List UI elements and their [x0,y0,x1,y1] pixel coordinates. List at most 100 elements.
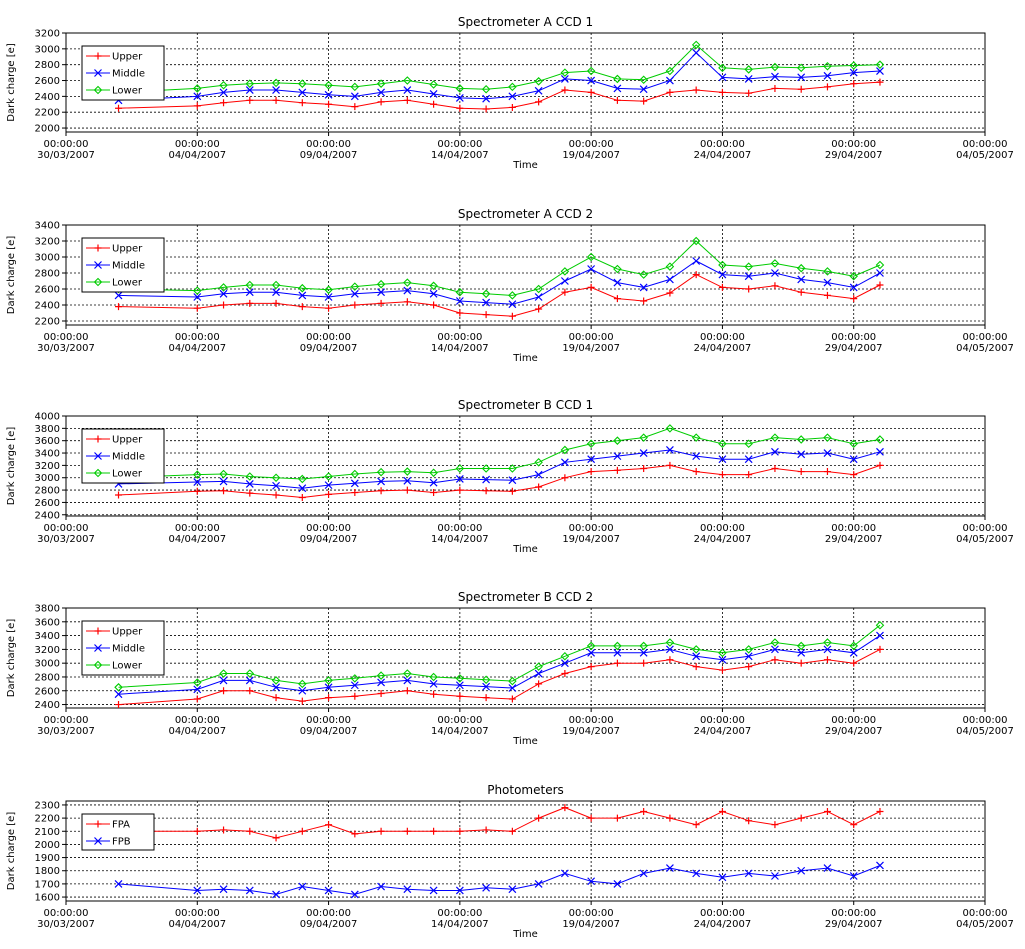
data-point-lower [298,474,307,484]
data-point-upper [876,281,884,289]
x-axis-label: Time [512,353,537,364]
y-tick-label: 3600 [35,617,60,628]
data-point-lower [849,61,858,70]
series-line-middle [118,449,881,489]
data-point-fpa [325,821,333,829]
data-point-upper [587,468,595,476]
data-point-upper [193,695,201,703]
data-point-middle [455,297,464,305]
data-point-lower [849,439,858,449]
data-point-lower [613,436,622,445]
data-point-middle [429,478,438,487]
data-point-upper [850,471,858,479]
y-tick-label: 3200 [35,29,60,40]
data-point-lower [613,264,622,274]
series-line-lower [118,240,881,296]
data-point-fpa [587,814,595,822]
data-point-lower [875,260,885,270]
data-point-lower [823,433,832,442]
x-tick-label: 00:00:00 30/03/2007 [37,139,95,161]
data-point-middle [876,67,884,75]
data-point-lower [823,638,832,647]
data-point-lower [796,263,806,273]
data-point-lower [823,61,832,71]
data-point-upper [403,96,411,104]
data-point-upper [482,105,490,113]
chart-title: Spectrometer A CCD 1 [458,15,593,29]
data-point-middle [403,676,412,685]
chart-title: Spectrometer B CCD 2 [458,590,593,604]
data-point-lower [718,439,727,449]
legend-marker-upper [94,52,102,60]
data-point-upper [325,490,333,498]
data-point-lower [193,470,202,479]
data-point-upper [587,663,595,671]
data-point-middle [692,652,701,661]
data-point-middle [403,86,412,94]
data-point-upper [272,694,280,702]
data-point-upper [220,687,228,695]
data-point-lower [770,433,780,442]
data-point-middle [377,88,386,97]
x-tick-label: 00:00:00 24/04/2007 [694,523,752,545]
data-point-upper [298,697,306,705]
data-point-upper [272,96,280,104]
data-point-upper [797,288,805,296]
y-axis-label: Dark charge [e] [6,43,17,122]
data-point-upper [850,295,858,303]
data-point-lower [586,66,596,76]
data-point-fpa [561,804,569,812]
series-line-fpa [118,807,881,839]
data-point-upper [587,283,595,291]
data-point-middle [219,88,228,97]
y-tick-label: 3200 [35,237,60,248]
data-point-middle [245,479,254,488]
data-point-lower [770,62,780,72]
data-point-middle [429,289,438,298]
data-point-middle [639,283,648,292]
series-line-fpb [118,865,881,895]
data-point-middle [534,86,543,95]
data-point-upper [456,309,464,317]
data-point-lower [508,464,517,473]
chart-title: Photometers [487,783,564,797]
legend-marker-lower [93,277,103,287]
data-point-lower [455,464,465,473]
legend-marker-middle [94,644,102,652]
x-tick-label: 00:00:00 29/04/2007 [825,139,883,161]
data-point-lower [114,683,123,692]
data-point-middle [508,684,517,692]
data-point-upper [640,297,648,305]
data-point-lower [403,467,412,476]
data-point-fpa [692,821,700,829]
data-point-lower [298,79,307,88]
data-point-fpb [876,861,884,870]
data-point-middle [245,288,254,297]
data-point-middle [298,484,307,493]
data-point-upper [745,285,753,293]
data-point-fpa [403,827,411,835]
legend-label-upper: Upper [112,435,143,446]
y-tick-label: 3600 [35,436,60,447]
data-point-lower [193,678,202,687]
legend-marker-middle [94,69,102,77]
data-point-fpb [692,869,701,878]
data-point-middle [350,92,359,101]
data-point-middle [665,76,674,85]
data-point-fpb [114,879,123,888]
x-tick-label: 00:00:00 09/04/2007 [300,523,358,545]
y-tick-label: 2400 [35,700,60,711]
data-point-middle [771,645,779,654]
data-point-upper [246,687,254,695]
data-point-upper [771,464,779,472]
data-point-middle [876,447,884,456]
data-point-upper [115,303,123,311]
data-point-upper [823,468,831,476]
data-point-middle [324,293,333,301]
series-line-middle [118,52,881,101]
data-point-middle [350,479,359,488]
data-point-upper [456,486,464,494]
data-point-upper [298,99,306,107]
data-point-middle [272,683,280,692]
